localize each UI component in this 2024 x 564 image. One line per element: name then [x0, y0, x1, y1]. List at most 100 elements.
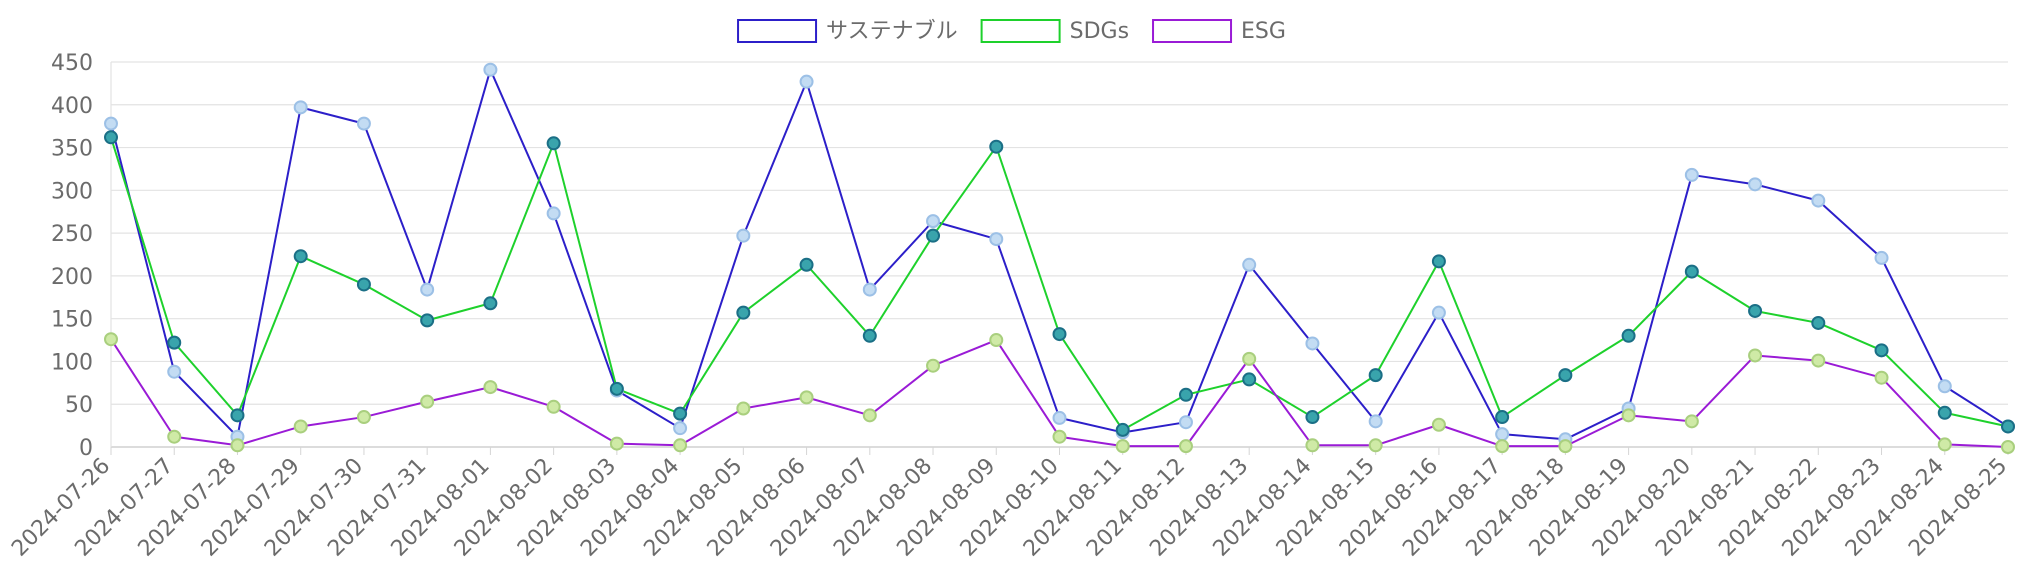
data-point — [167, 429, 182, 444]
data-point — [356, 116, 371, 131]
data-point — [1052, 327, 1067, 342]
x-axis: 2024-07-262024-07-272024-07-282024-07-29… — [7, 447, 2012, 562]
data-point — [293, 419, 308, 434]
data-point — [1558, 439, 1573, 454]
legend-label: サステナブル — [826, 19, 958, 44]
data-point — [1052, 410, 1067, 425]
data-point — [989, 333, 1004, 348]
legend-swatch — [737, 19, 818, 43]
data-point — [1368, 414, 1383, 429]
data-point — [1811, 353, 1826, 368]
data-point — [1431, 417, 1446, 432]
data-point — [167, 364, 182, 379]
data-point — [1495, 410, 1510, 425]
series-1 — [110, 68, 2009, 441]
data-point — [1684, 264, 1699, 279]
legend-item: サステナブル — [737, 19, 958, 44]
data-point — [546, 136, 561, 151]
legend-swatch — [980, 19, 1061, 43]
data-point — [799, 74, 814, 89]
data-point — [1052, 429, 1067, 444]
data-point — [1937, 379, 1952, 394]
legend-label: ESG — [1241, 19, 1286, 44]
data-point — [356, 410, 371, 425]
data-point — [230, 408, 245, 423]
data-point — [1178, 415, 1193, 430]
data-point — [926, 358, 941, 373]
legend-label: SDGs — [1070, 19, 1129, 44]
data-point — [1684, 414, 1699, 429]
data-point — [1811, 315, 1826, 330]
legend: サステナブル SDGs ESG — [737, 19, 1286, 44]
y-tick-label: 200 — [51, 265, 93, 290]
data-point — [799, 390, 814, 405]
data-point — [546, 399, 561, 414]
data-point — [1621, 328, 1636, 343]
data-point — [736, 305, 751, 320]
data-point — [2001, 440, 2015, 454]
data-point — [673, 438, 688, 453]
data-point — [609, 436, 624, 451]
data-point — [673, 421, 688, 436]
data-point — [1305, 438, 1320, 453]
series-3-points — [104, 332, 2015, 454]
data-point — [1748, 303, 1763, 318]
data-point — [799, 257, 814, 272]
data-point — [1937, 437, 1952, 452]
data-point — [1937, 405, 1952, 420]
data-point — [104, 332, 118, 347]
data-point — [1684, 167, 1699, 182]
data-point — [1242, 257, 1257, 272]
data-point — [1178, 387, 1193, 402]
y-axis: 0 50 100 150 200 250 300 350 400 450 — [51, 51, 93, 461]
data-point — [1115, 422, 1130, 437]
y-tick-label: 450 — [51, 51, 93, 76]
data-point — [104, 130, 118, 145]
data-point — [989, 232, 1004, 247]
data-point — [926, 228, 941, 243]
legend-item: ESG — [1152, 19, 1286, 44]
data-point — [293, 249, 308, 264]
data-point — [1178, 439, 1193, 454]
data-point — [1115, 439, 1130, 454]
data-point — [736, 401, 751, 416]
data-point — [1495, 439, 1510, 454]
data-point — [1305, 410, 1320, 425]
series-line — [110, 136, 2009, 431]
series-1-points — [104, 62, 2015, 447]
y-tick-label: 100 — [51, 350, 93, 375]
y-tick-label: 300 — [51, 179, 93, 204]
data-point — [356, 277, 371, 292]
data-point — [862, 282, 877, 297]
y-tick-label: 0 — [79, 436, 93, 461]
data-point — [546, 206, 561, 221]
data-point — [420, 394, 435, 409]
data-point — [1242, 351, 1257, 366]
data-point — [483, 296, 498, 311]
data-point — [1431, 254, 1446, 269]
data-point — [1811, 193, 1826, 208]
data-point — [230, 438, 245, 453]
series-2-points — [104, 130, 2015, 437]
data-point — [1305, 336, 1320, 351]
data-point — [926, 214, 941, 229]
data-point — [104, 116, 118, 131]
data-point — [1874, 370, 1889, 385]
data-point — [1748, 177, 1763, 192]
y-tick-label: 150 — [51, 308, 93, 333]
y-tick-label: 350 — [51, 137, 93, 162]
data-point — [736, 228, 751, 243]
data-point — [167, 335, 182, 350]
data-point — [1242, 372, 1257, 387]
data-point — [1621, 408, 1636, 423]
data-point — [609, 381, 624, 396]
y-tick-label: 50 — [65, 393, 93, 418]
y-tick-label: 400 — [51, 94, 93, 119]
data-point — [1495, 427, 1510, 442]
data-point — [673, 406, 688, 421]
data-point — [2001, 419, 2015, 434]
data-point — [862, 408, 877, 423]
data-point — [1368, 438, 1383, 453]
data-point — [862, 328, 877, 343]
